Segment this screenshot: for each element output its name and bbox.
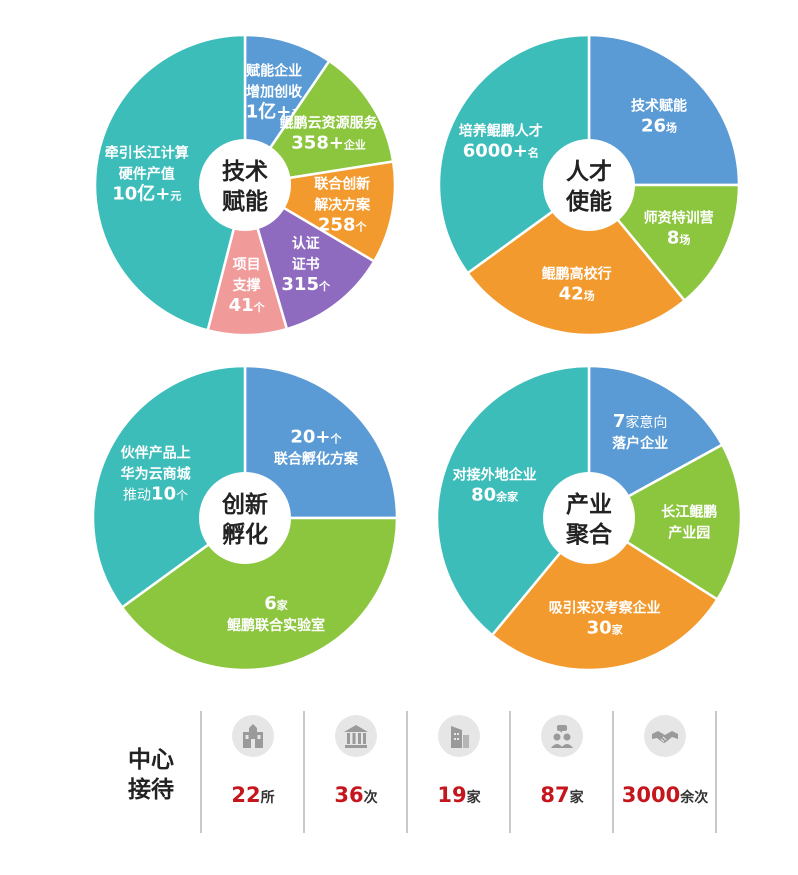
pie-slice <box>243 364 399 520</box>
pie-charts: 赋能企业增加创收1亿+元鲲鹏云资源服务358+企业联合创新解决方案258个认证证… <box>91 33 743 672</box>
pie-slice <box>587 33 741 187</box>
slice-label: 对接外地企业 <box>453 467 537 484</box>
slice-label: 26场 <box>641 116 677 137</box>
divider <box>303 711 305 833</box>
slice-label: 315个 <box>281 274 331 295</box>
slice-label: 伙伴产品上 <box>121 445 191 462</box>
slice-label: 258个 <box>318 215 368 236</box>
pie-center-label: 技术 <box>222 159 268 185</box>
divider <box>612 711 614 833</box>
slice-label: 10亿+元 <box>112 183 181 205</box>
handshake-icon <box>644 715 686 757</box>
pie-chart-1: 赋能企业增加创收1亿+元鲲鹏云资源服务358+企业联合创新解决方案258个认证证… <box>93 33 397 337</box>
slice-label: 吸引来汉考察企业 <box>549 600 661 617</box>
reception-item-receptions: 3000余次 <box>613 715 717 807</box>
slice-label: 华为云商城 <box>121 466 191 483</box>
pie-slice <box>93 33 247 332</box>
slice-label: 硬件产值 <box>119 166 175 183</box>
slice-label: 鲲鹏高校行 <box>542 266 612 283</box>
slice-label: 20+个 <box>290 427 342 448</box>
pie-slice <box>587 364 724 521</box>
pie-center-label: 聚合 <box>565 521 613 548</box>
pie-slice <box>586 443 743 602</box>
pie-center <box>543 139 635 231</box>
pie-center-label: 人才 <box>566 159 612 185</box>
slice-label: 推动10个 <box>123 484 188 505</box>
divider <box>200 711 202 833</box>
reception-stats: 中心 接待 22所 36次 19家 87家 3000余次 <box>0 705 798 840</box>
university-building-icon <box>232 715 274 757</box>
pie-center <box>199 472 291 564</box>
pie-slice <box>586 183 741 303</box>
slice-label: 鲲鹏云资源服务 <box>280 115 379 132</box>
slice-label: 产业园 <box>668 525 710 542</box>
slice-label: 6家 <box>264 593 289 614</box>
divider <box>509 711 511 833</box>
slice-label: 项目 <box>233 257 261 273</box>
slice-label: 358+企业 <box>291 133 366 154</box>
slice-label: 6000+名 <box>463 141 539 162</box>
slice-label: 增加创收 <box>246 83 303 100</box>
reception-item-visits: 87家 <box>510 715 614 807</box>
pie-center-label: 使能 <box>565 188 612 215</box>
pie-center-label: 赋能 <box>222 188 268 215</box>
slice-label: 8场 <box>667 228 691 249</box>
government-building-icon <box>335 715 377 757</box>
slice-label: 证书 <box>292 256 320 273</box>
slice-label: 80余家 <box>471 485 519 506</box>
slice-label: 赋能企业 <box>246 62 302 79</box>
pie-slice <box>435 364 591 637</box>
pie-slice <box>437 33 591 275</box>
reception-item-companies: 19家 <box>407 715 511 807</box>
slice-label: 鲲鹏联合实验室 <box>227 617 325 634</box>
pie-slice <box>490 516 720 672</box>
slice-label: 联合创新 <box>314 176 370 193</box>
pie-slice <box>242 59 395 187</box>
pie-center-label: 孵化 <box>222 521 268 548</box>
slice-label: 牵引长江计算 <box>105 145 189 162</box>
slice-label: 30家 <box>587 618 624 639</box>
slice-label: 7家意向 <box>613 411 668 432</box>
pie-center-label: 创新 <box>221 491 268 518</box>
slice-label: 解决方案 <box>314 197 371 214</box>
slice-label: 支撑 <box>232 277 261 294</box>
people-chat-icon <box>541 715 583 757</box>
slice-label: 联合孵化方案 <box>274 451 359 468</box>
reception-title: 中心 接待 <box>128 747 174 803</box>
divider <box>715 711 717 833</box>
slice-label: 技术赋能 <box>631 98 687 115</box>
office-tower-icon <box>438 715 480 757</box>
slice-label: 42场 <box>559 284 595 305</box>
pie-center-label: 产业 <box>566 491 612 518</box>
slice-label: 师资特训营 <box>644 210 714 227</box>
slice-label: 认证 <box>292 235 320 252</box>
slice-label: 长江鲲鹏 <box>661 504 717 521</box>
pie-center <box>543 472 635 564</box>
divider <box>406 711 408 833</box>
pie-slice <box>120 516 399 672</box>
pie-slice <box>465 183 687 337</box>
reception-item-government: 36次 <box>304 715 408 807</box>
slice-label: 41个 <box>229 295 266 316</box>
reception-item-universities: 22所 <box>201 715 305 807</box>
pie-center <box>199 139 291 231</box>
pie-slice <box>91 364 247 610</box>
slice-label: 落户企业 <box>612 435 668 452</box>
slice-label: 培养鲲鹏人才 <box>459 123 543 140</box>
